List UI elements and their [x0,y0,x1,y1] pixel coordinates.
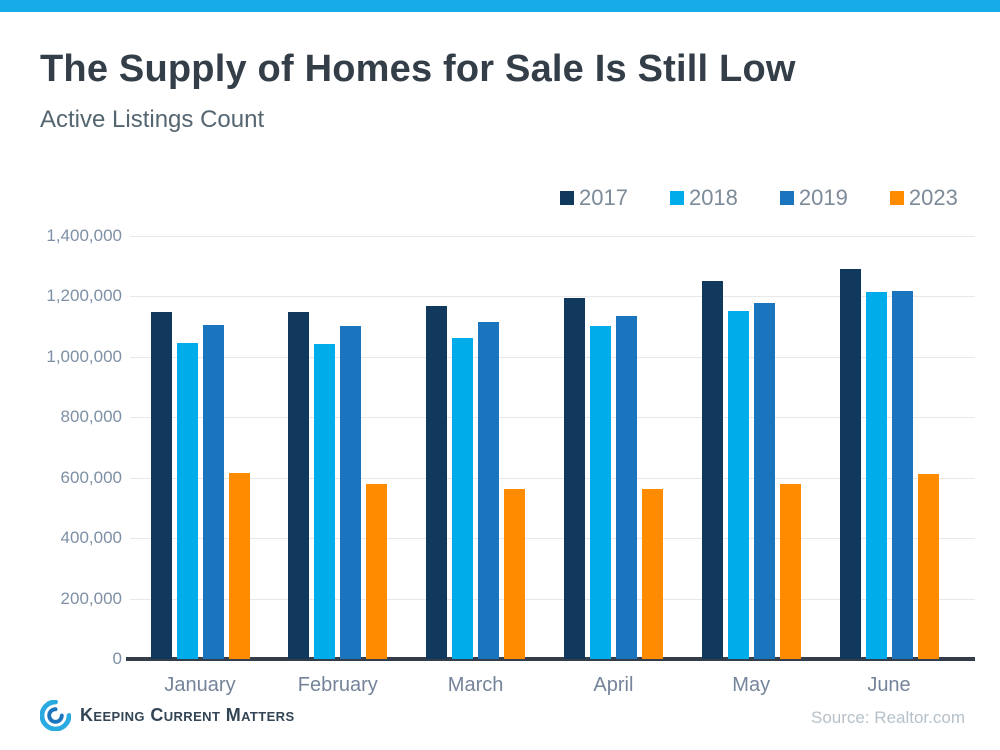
bar-2023-march [504,489,526,659]
bar-2018-february [314,344,336,659]
y-axis-label: 0 [112,649,122,668]
y-axis-label: 1,200,000 [46,286,122,306]
legend-label: 2017 [579,185,628,210]
legend-label: 2018 [688,185,738,210]
bar-2023-january [228,473,250,659]
gridline [130,417,975,419]
chart-subtitle: Active Listings Count [40,106,265,133]
legend-swatch-2019 [779,191,794,205]
x-axis-labels: January February March April May June [130,674,975,702]
legend-item-2018: 2018 [669,185,738,211]
bar-2018-march [452,337,474,659]
legend-swatch-2023 [889,191,904,205]
gridline [130,477,975,479]
y-axis-label: 1,000,000 [46,346,122,366]
x-axis-label: May [732,674,771,696]
bar-2019-january [202,324,224,659]
bar-2019-may [753,302,775,659]
top-accent-bar [0,0,1000,12]
legend: 2017 2018 2019 2023 [560,185,958,211]
bar-2017-february [288,311,310,659]
kcm-swirl-icon [40,700,71,731]
gridline [130,538,975,540]
bar-2018-april [589,325,611,659]
legend-item-2019: 2019 [779,185,848,211]
bar-group-january [150,236,250,659]
bar-2018-june [865,292,887,659]
kcm-logo: Keeping Current Matters [40,700,295,731]
bar-2017-april [563,297,585,659]
x-axis-line [126,657,975,661]
y-axis-labels: 1,400,000 1,200,000 1,000,000 800,000 600,00… [0,226,122,668]
x-axis-label: March [447,674,504,696]
bar-2023-may [779,483,801,659]
y-axis-label: 600,000 [60,467,122,487]
legend-swatch-2018 [669,191,684,205]
bar-group-april [563,236,663,659]
bar-group-may [701,236,801,659]
bar-2019-february [340,326,362,659]
x-axis-label: January [164,674,236,696]
gridline [130,598,975,600]
bar-2017-june [839,268,861,659]
legend-label: 2019 [798,185,848,210]
bar-2019-april [615,316,637,659]
bar-2017-march [426,305,448,659]
bar-2019-march [478,322,500,659]
brand-name: Keeping Current Matters [80,705,295,725]
y-axis-label: 800,000 [60,407,122,427]
bar-2023-june [917,474,939,659]
bar-2018-may [727,310,749,659]
y-axis-label: 400,000 [60,528,122,548]
legend-item-2017: 2017 [560,185,628,211]
y-axis-label: 1,400,000 [46,226,122,245]
bar-group-june [839,236,939,659]
gridline [130,356,975,358]
plot-area [126,236,975,661]
bar-2019-june [891,291,913,659]
bar-group-february [288,236,388,659]
x-axis-label: April [593,674,634,696]
bar-2017-may [701,280,723,659]
legend-label: 2023 [908,185,958,210]
bar-2023-february [366,484,388,659]
source-attribution: Source: Realtor.com [810,708,965,727]
bar-2023-april [641,488,663,659]
x-axis-label: June [867,674,911,696]
legend-item-2023: 2023 [889,185,958,211]
gridline [130,296,975,298]
gridline [130,236,975,237]
legend-swatch-2017 [560,191,574,205]
chart-title: The Supply of Homes for Sale Is Still Lo… [40,48,796,90]
y-axis-label: 200,000 [60,588,122,608]
bar-2018-january [176,343,198,659]
x-axis-label: February [297,674,378,696]
bar-2017-january [150,311,172,659]
bar-group-march [426,236,526,659]
